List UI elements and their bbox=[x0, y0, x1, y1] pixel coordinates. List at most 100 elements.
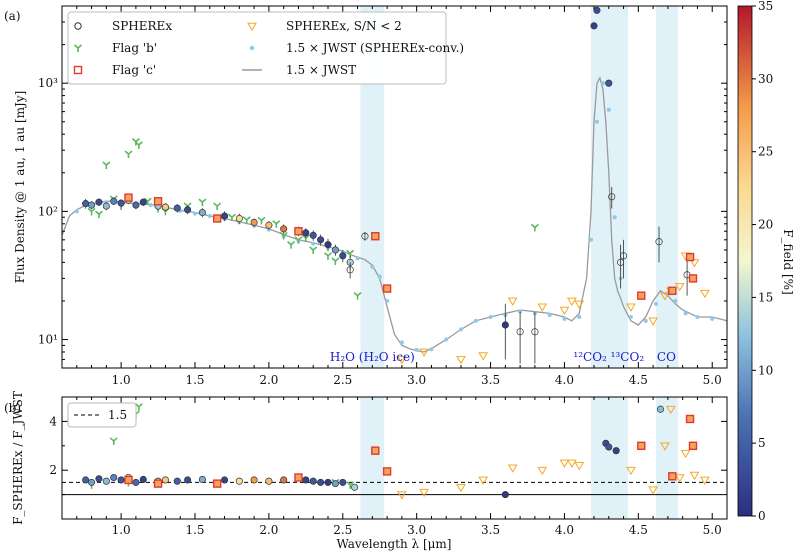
jwst-conv-point-21 bbox=[377, 274, 382, 279]
flag-b-point-15-arm-r bbox=[246, 216, 251, 221]
flag-b-point-22 bbox=[309, 246, 318, 254]
panel-a-frame bbox=[61, 5, 728, 369]
flag-b-point-17 bbox=[272, 220, 281, 228]
flag-b-point-17-arm-l bbox=[272, 220, 277, 225]
lowsn-point-4 bbox=[478, 352, 489, 361]
flag-b-point-16 bbox=[257, 216, 266, 225]
flag-b-point-16-arm-l bbox=[257, 216, 263, 222]
b-flag-b-point-6-arm-r bbox=[349, 481, 355, 486]
jwst-conv-point-9 bbox=[207, 214, 212, 219]
spherex-point-8 bbox=[139, 198, 147, 206]
b-flag-c-point-0 bbox=[124, 475, 133, 485]
lowsn-point-3 bbox=[456, 356, 466, 365]
flag-b-point-22-arm-l bbox=[309, 246, 314, 251]
spherex-point-23 bbox=[324, 241, 332, 249]
flag-b-point-7-arm-r bbox=[138, 141, 143, 146]
b-flag-c-point-3 bbox=[294, 473, 303, 482]
flag-b-point-12-arm-l bbox=[198, 198, 203, 203]
legend-marker-spherex bbox=[74, 22, 82, 30]
legend-marker-flag-b-arm-l bbox=[73, 44, 79, 49]
lowsn-point-16 bbox=[689, 259, 700, 268]
b-spherex-point-30 bbox=[612, 447, 620, 455]
flag-b-point-25-arm-l bbox=[346, 249, 351, 255]
flag-b-point-20-arm-l bbox=[294, 236, 299, 241]
colorbar: 0 5 10 15 20 25 30 35 bbox=[737, 0, 773, 523]
flag-b-point-2 bbox=[102, 161, 111, 169]
panel-a-content bbox=[62, 6, 727, 388]
b-xtick-label-1: 1.5 bbox=[185, 523, 204, 537]
jwst-conv-point-19 bbox=[355, 256, 360, 261]
colorbar-bar bbox=[737, 5, 753, 517]
spherex-point-2 bbox=[95, 198, 103, 206]
b-xtick-label-6: 4.0 bbox=[555, 523, 574, 537]
b-spherex-point-26 bbox=[351, 483, 359, 491]
jwst-conv-point-22 bbox=[385, 298, 390, 303]
b-flag-b-point-1-arm-l bbox=[109, 437, 115, 442]
spherex-point-4 bbox=[110, 197, 118, 205]
flag-c-point-1 bbox=[153, 197, 163, 206]
b-xtick-label-0: 1.0 bbox=[112, 523, 131, 537]
jwst-conv-point-8 bbox=[193, 211, 197, 216]
a-xtick-label-0: 1.0 bbox=[112, 373, 131, 387]
band-label-1: ¹²CO₂ ¹³CO₂ bbox=[573, 350, 644, 364]
flag-b-point-1-arm-r bbox=[98, 210, 103, 215]
flag-b-point-14 bbox=[227, 213, 236, 222]
spherex-point-30 bbox=[516, 328, 524, 336]
spherex-point-10 bbox=[161, 203, 169, 211]
flag-b-point-5-arm-l bbox=[124, 150, 130, 155]
spherex-point-0 bbox=[82, 200, 90, 208]
panel-b-axes: 1.0 1.5 2.0 2.5 3.0 3.5 4.0 4.5 5.0 2 4 bbox=[49, 396, 728, 537]
flag-b-point-15-arm-l bbox=[242, 216, 248, 221]
jwst-conv-point-34 bbox=[562, 316, 567, 321]
b-flag-b-point-1 bbox=[109, 437, 118, 445]
b-lowsn-point-9 bbox=[626, 466, 636, 476]
colorbar-label: F_field [%] bbox=[781, 229, 793, 295]
b-lowsn-point-5 bbox=[537, 466, 548, 476]
colorbar-tick-label-2: 10 bbox=[758, 363, 773, 377]
flag-b-point-5 bbox=[124, 150, 133, 159]
spherex-point-38 bbox=[655, 238, 663, 246]
spherex-point-28 bbox=[346, 266, 354, 274]
a-ytick-label-2: 10³ bbox=[38, 76, 58, 90]
spherex-point-37 bbox=[620, 252, 628, 260]
b-lowsn-point-12 bbox=[665, 405, 676, 415]
band-a-2 bbox=[656, 6, 679, 368]
jwst-conv-point-48 bbox=[695, 314, 700, 319]
band-b-2 bbox=[656, 397, 679, 519]
b-lowsn-point-8 bbox=[574, 462, 585, 471]
flag-b-point-21 bbox=[301, 234, 310, 242]
b-lowsn-point-10 bbox=[648, 486, 658, 495]
flag-b-point-5-arm-r bbox=[127, 150, 133, 155]
flag-b-point-0-arm-l bbox=[87, 207, 93, 212]
flag-c-point-6 bbox=[637, 291, 646, 300]
flag-b-point-28 bbox=[583, 381, 590, 388]
legend-a-box bbox=[67, 11, 447, 85]
legend-label-flag_b: Flag 'b' bbox=[112, 41, 157, 55]
a-xtick-label-6: 4.0 bbox=[555, 373, 574, 387]
b-spherex-point-1 bbox=[88, 478, 96, 486]
b-spherex-point-16 bbox=[250, 476, 258, 484]
legend-b-label: 1.5 bbox=[108, 408, 127, 422]
panel-a-axes: 10¹ 10² 10³ 1.0 1.5 2.0 2.5 3.0 3.5 4.0 4.5 5.0 bbox=[38, 5, 728, 387]
jwst-conv-point-44 bbox=[654, 301, 659, 306]
a-xtick-label-3: 2.5 bbox=[333, 373, 352, 387]
legend-marker-lowsn bbox=[247, 22, 257, 31]
flag-b-point-13 bbox=[213, 202, 222, 211]
band-b-0 bbox=[360, 397, 385, 519]
panel-b-legend: 1.5 bbox=[67, 402, 137, 428]
flag-b-point-22-arm-r bbox=[312, 246, 318, 251]
flag-b-point-6-arm-r bbox=[135, 138, 140, 143]
b-lowsn-point-2 bbox=[456, 483, 466, 493]
flag-b-point-12-arm-r bbox=[201, 198, 207, 203]
panel-a-ylabel: Flux Density @ 1 au, 1 au [mJy] bbox=[13, 91, 27, 284]
spherex-point-27 bbox=[361, 232, 369, 240]
spherex-point-24 bbox=[331, 246, 339, 254]
b-spherex-point-7 bbox=[132, 478, 140, 486]
band-label-0: H₂O (H₂O ice) bbox=[330, 350, 415, 364]
b-spherex-point-31 bbox=[656, 405, 665, 413]
band-annotations: H₂O (H₂O ice) ¹²CO₂ ¹³CO₂ CO bbox=[330, 350, 676, 364]
b-flag-b-point-6-arm-l bbox=[346, 481, 351, 486]
flag-b-point-1-arm-l bbox=[94, 210, 100, 215]
flag-b-point-11-arm-r bbox=[187, 202, 192, 207]
b-spherex-point-29 bbox=[605, 443, 613, 451]
